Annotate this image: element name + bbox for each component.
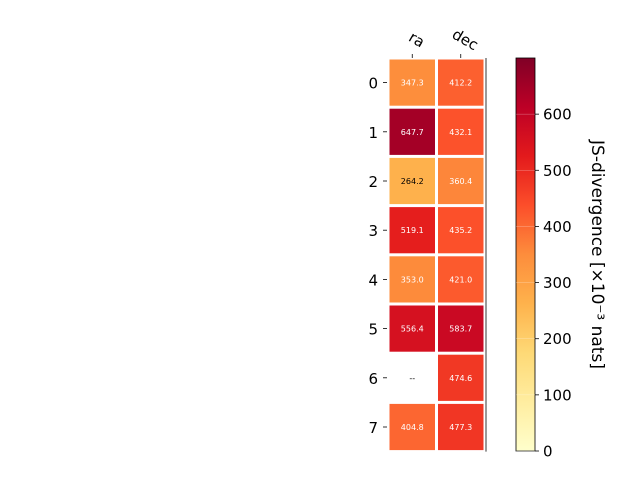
- heatmap-cell-7-ra: [389, 403, 435, 451]
- cell-value-label: 435.2: [449, 226, 472, 235]
- cell-value-label: --: [409, 374, 415, 383]
- cell-value-label: 360.4: [449, 177, 472, 186]
- cell-value-label: 421.0: [449, 275, 472, 284]
- heatmap-cell-1-ra: [389, 108, 435, 155]
- row-label-1: 1: [368, 124, 378, 142]
- heatmap-cell-0-ra: [389, 59, 435, 106]
- colorbar: 0 100 200 300 400 500 600 JS-divergence [×10⁻³ …: [515, 57, 607, 461]
- heatmap-cell-6-ra: [389, 354, 435, 401]
- cell-value-label: 353.0: [401, 275, 424, 284]
- heatmap-cell-0-dec: [438, 59, 484, 106]
- column-label-dec: dec: [449, 25, 481, 54]
- row-label-2: 2: [368, 173, 378, 191]
- colorbar-tick-label: 300: [543, 274, 572, 292]
- heatmap-cell-5-dec: [438, 305, 484, 352]
- colorbar-tick-label: 200: [543, 330, 572, 348]
- colorbar-tick-label: 100: [543, 386, 572, 404]
- cell-value-label: 264.2: [401, 177, 424, 186]
- heatmap-cell-2-dec: [438, 157, 484, 205]
- cell-value-label: 477.3: [449, 423, 472, 432]
- heatmap-cell-6-dec: [438, 354, 484, 401]
- heatmap-cell-4-dec: [438, 256, 484, 303]
- row-label-0: 0: [368, 75, 378, 93]
- colorbar-tick-label: 0: [543, 443, 553, 461]
- heatmap-cell-4-ra: [389, 256, 435, 303]
- heatmap-cell-2-ra: [389, 157, 435, 205]
- heatmap-cell-5-ra: [389, 305, 435, 352]
- cell-value-label: 519.1: [401, 226, 424, 235]
- colorbar-gradient: [515, 57, 536, 452]
- heatmap-cell-7-dec: [438, 403, 484, 451]
- row-label-7: 7: [368, 419, 378, 437]
- column-label-ra: ra: [406, 28, 428, 51]
- heatmap-cell-1-dec: [438, 108, 484, 155]
- row-label-6: 6: [368, 370, 378, 388]
- cell-value-label: 647.7: [401, 128, 424, 137]
- cell-value-label: 556.4: [401, 325, 424, 334]
- cell-value-label: 474.6: [449, 374, 472, 383]
- cell-value-label: 404.8: [401, 423, 424, 432]
- row-label-4: 4: [368, 271, 378, 289]
- cell-value-label: 432.1: [449, 128, 472, 137]
- cell-value-label: 583.7: [449, 325, 472, 334]
- heatmap-cell-3-dec: [438, 207, 484, 254]
- heatmap-cell-3-ra: [389, 207, 435, 254]
- colorbar-tick-label: 600: [543, 106, 572, 124]
- colorbar-label: JS-divergence [×10⁻³ nats]: [587, 139, 607, 369]
- colorbar-tick-label: 500: [543, 162, 572, 180]
- cell-value-label: 412.2: [449, 79, 472, 88]
- colorbar-tick-label: 400: [543, 218, 572, 236]
- heatmap-grid: 347.3 412.2 647.7 432.1 264.2 360.4 519.1 435.2…: [389, 59, 484, 451]
- row-label-3: 3: [368, 222, 378, 240]
- row-label-5: 5: [368, 321, 378, 339]
- cell-value-label: 347.3: [401, 79, 424, 88]
